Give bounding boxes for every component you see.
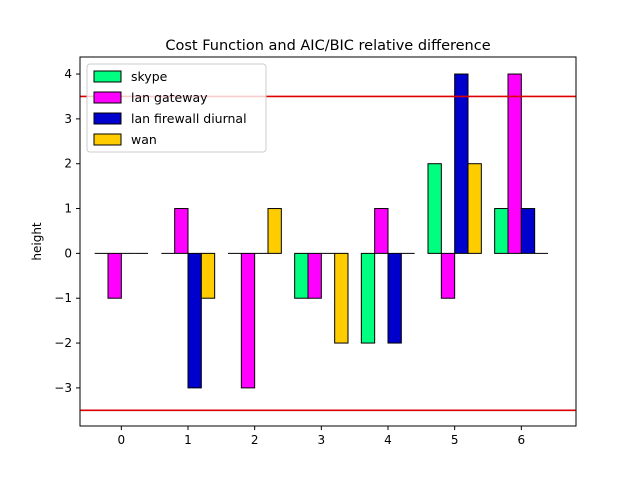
bar-skype-4 bbox=[360, 252, 376, 344]
bar-skype-3 bbox=[294, 252, 309, 299]
x-tick-label: 1 bbox=[184, 433, 192, 447]
y-tick-label: 0 bbox=[64, 246, 72, 260]
legend-label-skype: skype bbox=[131, 69, 168, 84]
legend-label-lan-gateway: lan gateway bbox=[131, 90, 208, 105]
x-tick-label: 5 bbox=[451, 433, 459, 447]
chart-title: Cost Function and AIC/BIC relative diffe… bbox=[165, 38, 490, 54]
x-tick-label: 4 bbox=[384, 433, 392, 447]
bar-wan-2 bbox=[267, 208, 282, 254]
legend-swatch-lan-firewall-diurnal bbox=[93, 112, 122, 125]
bar-lan-gateway-6 bbox=[507, 73, 522, 254]
legend-label-wan: wan bbox=[131, 132, 157, 147]
y-tick-label: −1 bbox=[54, 291, 72, 305]
x-tick-label: 2 bbox=[251, 433, 259, 447]
bar-lan-firewall-diurnal-6 bbox=[520, 208, 536, 254]
bar-wan-5 bbox=[467, 163, 482, 254]
y-tick-label: −3 bbox=[54, 381, 72, 395]
y-tick-label: 4 bbox=[64, 67, 72, 81]
bar-lan-firewall-diurnal-5 bbox=[454, 73, 469, 254]
legend: skype lan gateway lan firewall diurnal wan bbox=[86, 63, 267, 153]
bar-lan-gateway-2 bbox=[240, 252, 256, 389]
x-tick-label: 3 bbox=[318, 433, 326, 447]
y-tick-label: 3 bbox=[64, 112, 72, 126]
plot-frame bbox=[79, 56, 577, 427]
legend-swatch-lan-gateway bbox=[93, 91, 122, 104]
bar-wan-1 bbox=[200, 252, 216, 299]
bar-lan-firewall-diurnal-4 bbox=[387, 252, 402, 344]
y-axis-label: height bbox=[30, 222, 44, 261]
legend-box bbox=[86, 63, 267, 153]
bar-lan-gateway-4 bbox=[374, 208, 389, 254]
bar-lan-gateway-1 bbox=[174, 208, 189, 254]
legend-label-lan-firewall-diurnal: lan firewall diurnal bbox=[131, 111, 247, 126]
axes: −3 −2 −1 0 1 2 3 4 0 1 2 3 4 5 6 bbox=[54, 56, 577, 447]
bar-lan-gateway-3 bbox=[307, 252, 322, 299]
bar-lan-gateway-0 bbox=[107, 252, 122, 299]
x-tick-label: 6 bbox=[518, 433, 526, 447]
y-tick-label: −2 bbox=[54, 336, 72, 350]
x-tick-label: 0 bbox=[118, 433, 126, 447]
bars-layer bbox=[94, 73, 548, 389]
legend-swatch-skype bbox=[93, 70, 122, 83]
bar-lan-firewall-diurnal-1 bbox=[187, 252, 202, 389]
y-tick-label: 2 bbox=[64, 157, 72, 171]
bar-skype-5 bbox=[427, 163, 442, 254]
bar-skype-6 bbox=[494, 208, 509, 254]
legend-swatch-wan bbox=[93, 133, 122, 146]
bar-wan-3 bbox=[334, 252, 349, 344]
bar-lan-gateway-5 bbox=[440, 252, 456, 299]
y-tick-label: 1 bbox=[64, 202, 72, 216]
